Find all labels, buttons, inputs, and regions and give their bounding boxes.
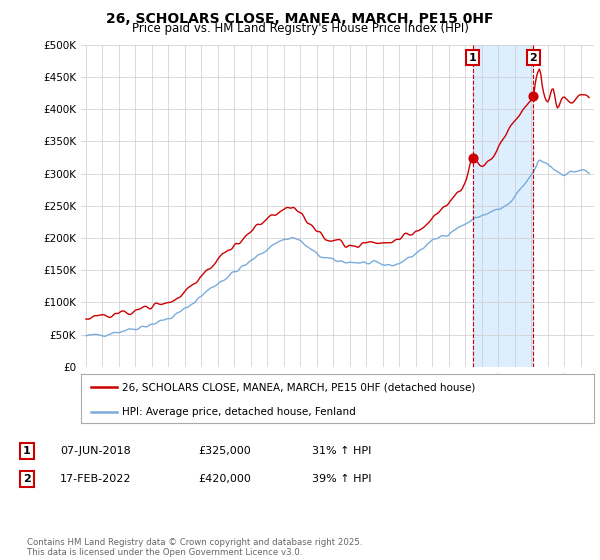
Text: 2: 2: [529, 53, 537, 63]
Text: 39% ↑ HPI: 39% ↑ HPI: [312, 474, 371, 484]
Text: HPI: Average price, detached house, Fenland: HPI: Average price, detached house, Fenl…: [122, 407, 356, 417]
Text: 2: 2: [23, 474, 31, 484]
Text: 26, SCHOLARS CLOSE, MANEA, MARCH, PE15 0HF (detached house): 26, SCHOLARS CLOSE, MANEA, MARCH, PE15 0…: [122, 382, 475, 393]
Text: 31% ↑ HPI: 31% ↑ HPI: [312, 446, 371, 456]
Text: 1: 1: [23, 446, 31, 456]
Text: Contains HM Land Registry data © Crown copyright and database right 2025.
This d: Contains HM Land Registry data © Crown c…: [27, 538, 362, 557]
Point: [529, 92, 538, 101]
Bar: [473, 45, 533, 367]
Text: 07-JUN-2018: 07-JUN-2018: [60, 446, 131, 456]
Point: [468, 153, 478, 162]
Text: Price paid vs. HM Land Registry's House Price Index (HPI): Price paid vs. HM Land Registry's House …: [131, 22, 469, 35]
Text: 17-FEB-2022: 17-FEB-2022: [60, 474, 131, 484]
Text: 26, SCHOLARS CLOSE, MANEA, MARCH, PE15 0HF: 26, SCHOLARS CLOSE, MANEA, MARCH, PE15 0…: [106, 12, 494, 26]
Text: 1: 1: [469, 53, 476, 63]
Text: £325,000: £325,000: [198, 446, 251, 456]
Text: £420,000: £420,000: [198, 474, 251, 484]
